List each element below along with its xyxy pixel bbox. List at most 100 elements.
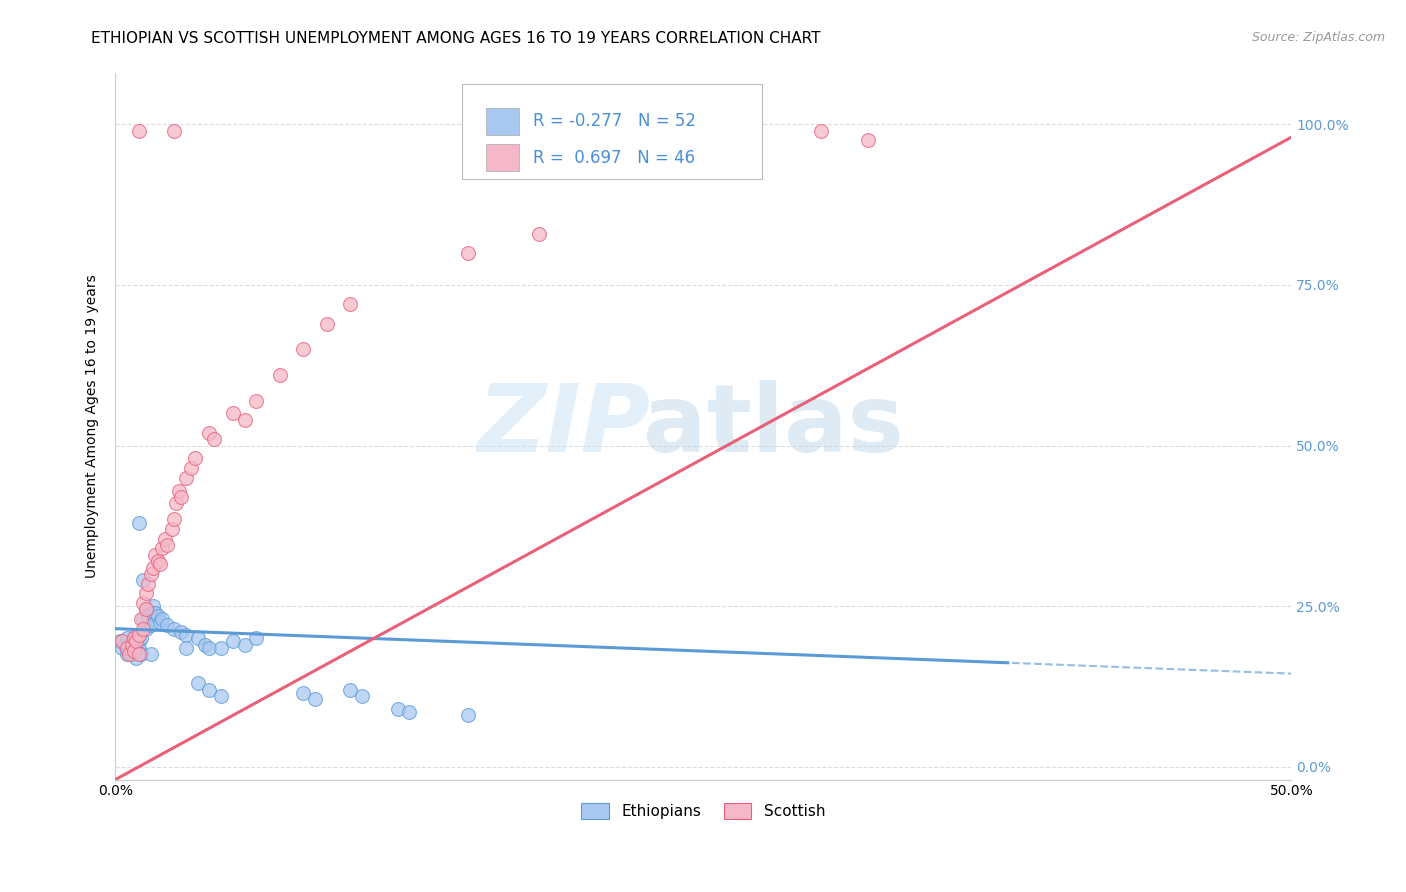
- Point: [125, 634, 148, 648]
- Point: [128, 628, 150, 642]
- Point: [174, 471, 197, 485]
- Point: [174, 640, 197, 655]
- Point: [118, 640, 141, 655]
- Point: [122, 644, 145, 658]
- Point: [233, 413, 256, 427]
- Point: [125, 628, 148, 642]
- Point: [194, 638, 217, 652]
- Point: [149, 558, 172, 572]
- Point: [160, 522, 183, 536]
- Point: [339, 682, 361, 697]
- Point: [156, 538, 179, 552]
- Point: [128, 124, 150, 138]
- Text: Source: ZipAtlas.com: Source: ZipAtlas.com: [1251, 31, 1385, 45]
- Legend: Ethiopians, Scottish: Ethiopians, Scottish: [575, 797, 831, 825]
- Text: ETHIOPIAN VS SCOTTISH UNEMPLOYMENT AMONG AGES 16 TO 19 YEARS CORRELATION CHART: ETHIOPIAN VS SCOTTISH UNEMPLOYMENT AMONG…: [91, 31, 821, 46]
- Point: [304, 692, 326, 706]
- Point: [121, 638, 143, 652]
- Point: [139, 618, 162, 632]
- Point: [167, 483, 190, 498]
- Point: [115, 648, 138, 662]
- Point: [233, 638, 256, 652]
- Point: [142, 599, 165, 614]
- Point: [143, 606, 166, 620]
- Text: ZIP: ZIP: [478, 380, 651, 472]
- Point: [245, 632, 267, 646]
- Text: R =  0.697   N = 46: R = 0.697 N = 46: [533, 149, 695, 167]
- Point: [122, 632, 145, 646]
- Point: [165, 496, 187, 510]
- Point: [114, 638, 136, 652]
- Point: [198, 640, 221, 655]
- FancyBboxPatch shape: [463, 84, 762, 179]
- Point: [128, 648, 150, 662]
- Point: [187, 632, 209, 646]
- Point: [115, 640, 138, 655]
- Point: [125, 650, 148, 665]
- Point: [122, 638, 145, 652]
- Point: [184, 451, 207, 466]
- Point: [292, 686, 315, 700]
- Point: [170, 490, 193, 504]
- Point: [146, 554, 169, 568]
- Point: [163, 512, 186, 526]
- Point: [129, 612, 152, 626]
- Point: [139, 606, 162, 620]
- Point: [198, 682, 221, 697]
- Point: [121, 634, 143, 648]
- Point: [209, 640, 232, 655]
- Point: [187, 676, 209, 690]
- Point: [115, 632, 138, 646]
- Point: [128, 516, 150, 530]
- Point: [121, 648, 143, 662]
- FancyBboxPatch shape: [485, 145, 519, 171]
- Point: [156, 618, 179, 632]
- Point: [153, 532, 176, 546]
- Point: [135, 622, 157, 636]
- Point: [142, 560, 165, 574]
- Point: [269, 368, 291, 382]
- Point: [810, 124, 832, 138]
- Point: [222, 634, 245, 648]
- Point: [387, 702, 409, 716]
- Point: [129, 632, 152, 646]
- Point: [136, 608, 159, 623]
- Point: [122, 644, 145, 658]
- Point: [128, 640, 150, 655]
- Point: [136, 576, 159, 591]
- Point: [163, 622, 186, 636]
- Point: [143, 548, 166, 562]
- Text: R = -0.277   N = 52: R = -0.277 N = 52: [533, 112, 696, 130]
- Point: [146, 608, 169, 623]
- FancyBboxPatch shape: [485, 108, 519, 135]
- Point: [245, 393, 267, 408]
- Point: [316, 317, 339, 331]
- Point: [352, 689, 374, 703]
- Point: [163, 124, 186, 138]
- Point: [118, 648, 141, 662]
- Point: [149, 615, 172, 630]
- Point: [111, 640, 134, 655]
- Text: atlas: atlas: [644, 380, 904, 472]
- Point: [527, 227, 550, 241]
- Point: [202, 432, 225, 446]
- Point: [339, 297, 361, 311]
- Point: [108, 634, 131, 648]
- Point: [457, 708, 479, 723]
- Point: [170, 624, 193, 639]
- Point: [856, 133, 879, 147]
- Point: [209, 689, 232, 703]
- Point: [150, 541, 173, 556]
- Point: [198, 425, 221, 440]
- Point: [132, 612, 155, 626]
- Point: [222, 407, 245, 421]
- Point: [111, 634, 134, 648]
- Point: [135, 602, 157, 616]
- Point: [132, 596, 155, 610]
- Point: [135, 586, 157, 600]
- Point: [398, 705, 420, 719]
- Point: [180, 461, 202, 475]
- Point: [150, 612, 173, 626]
- Point: [128, 634, 150, 648]
- Point: [174, 628, 197, 642]
